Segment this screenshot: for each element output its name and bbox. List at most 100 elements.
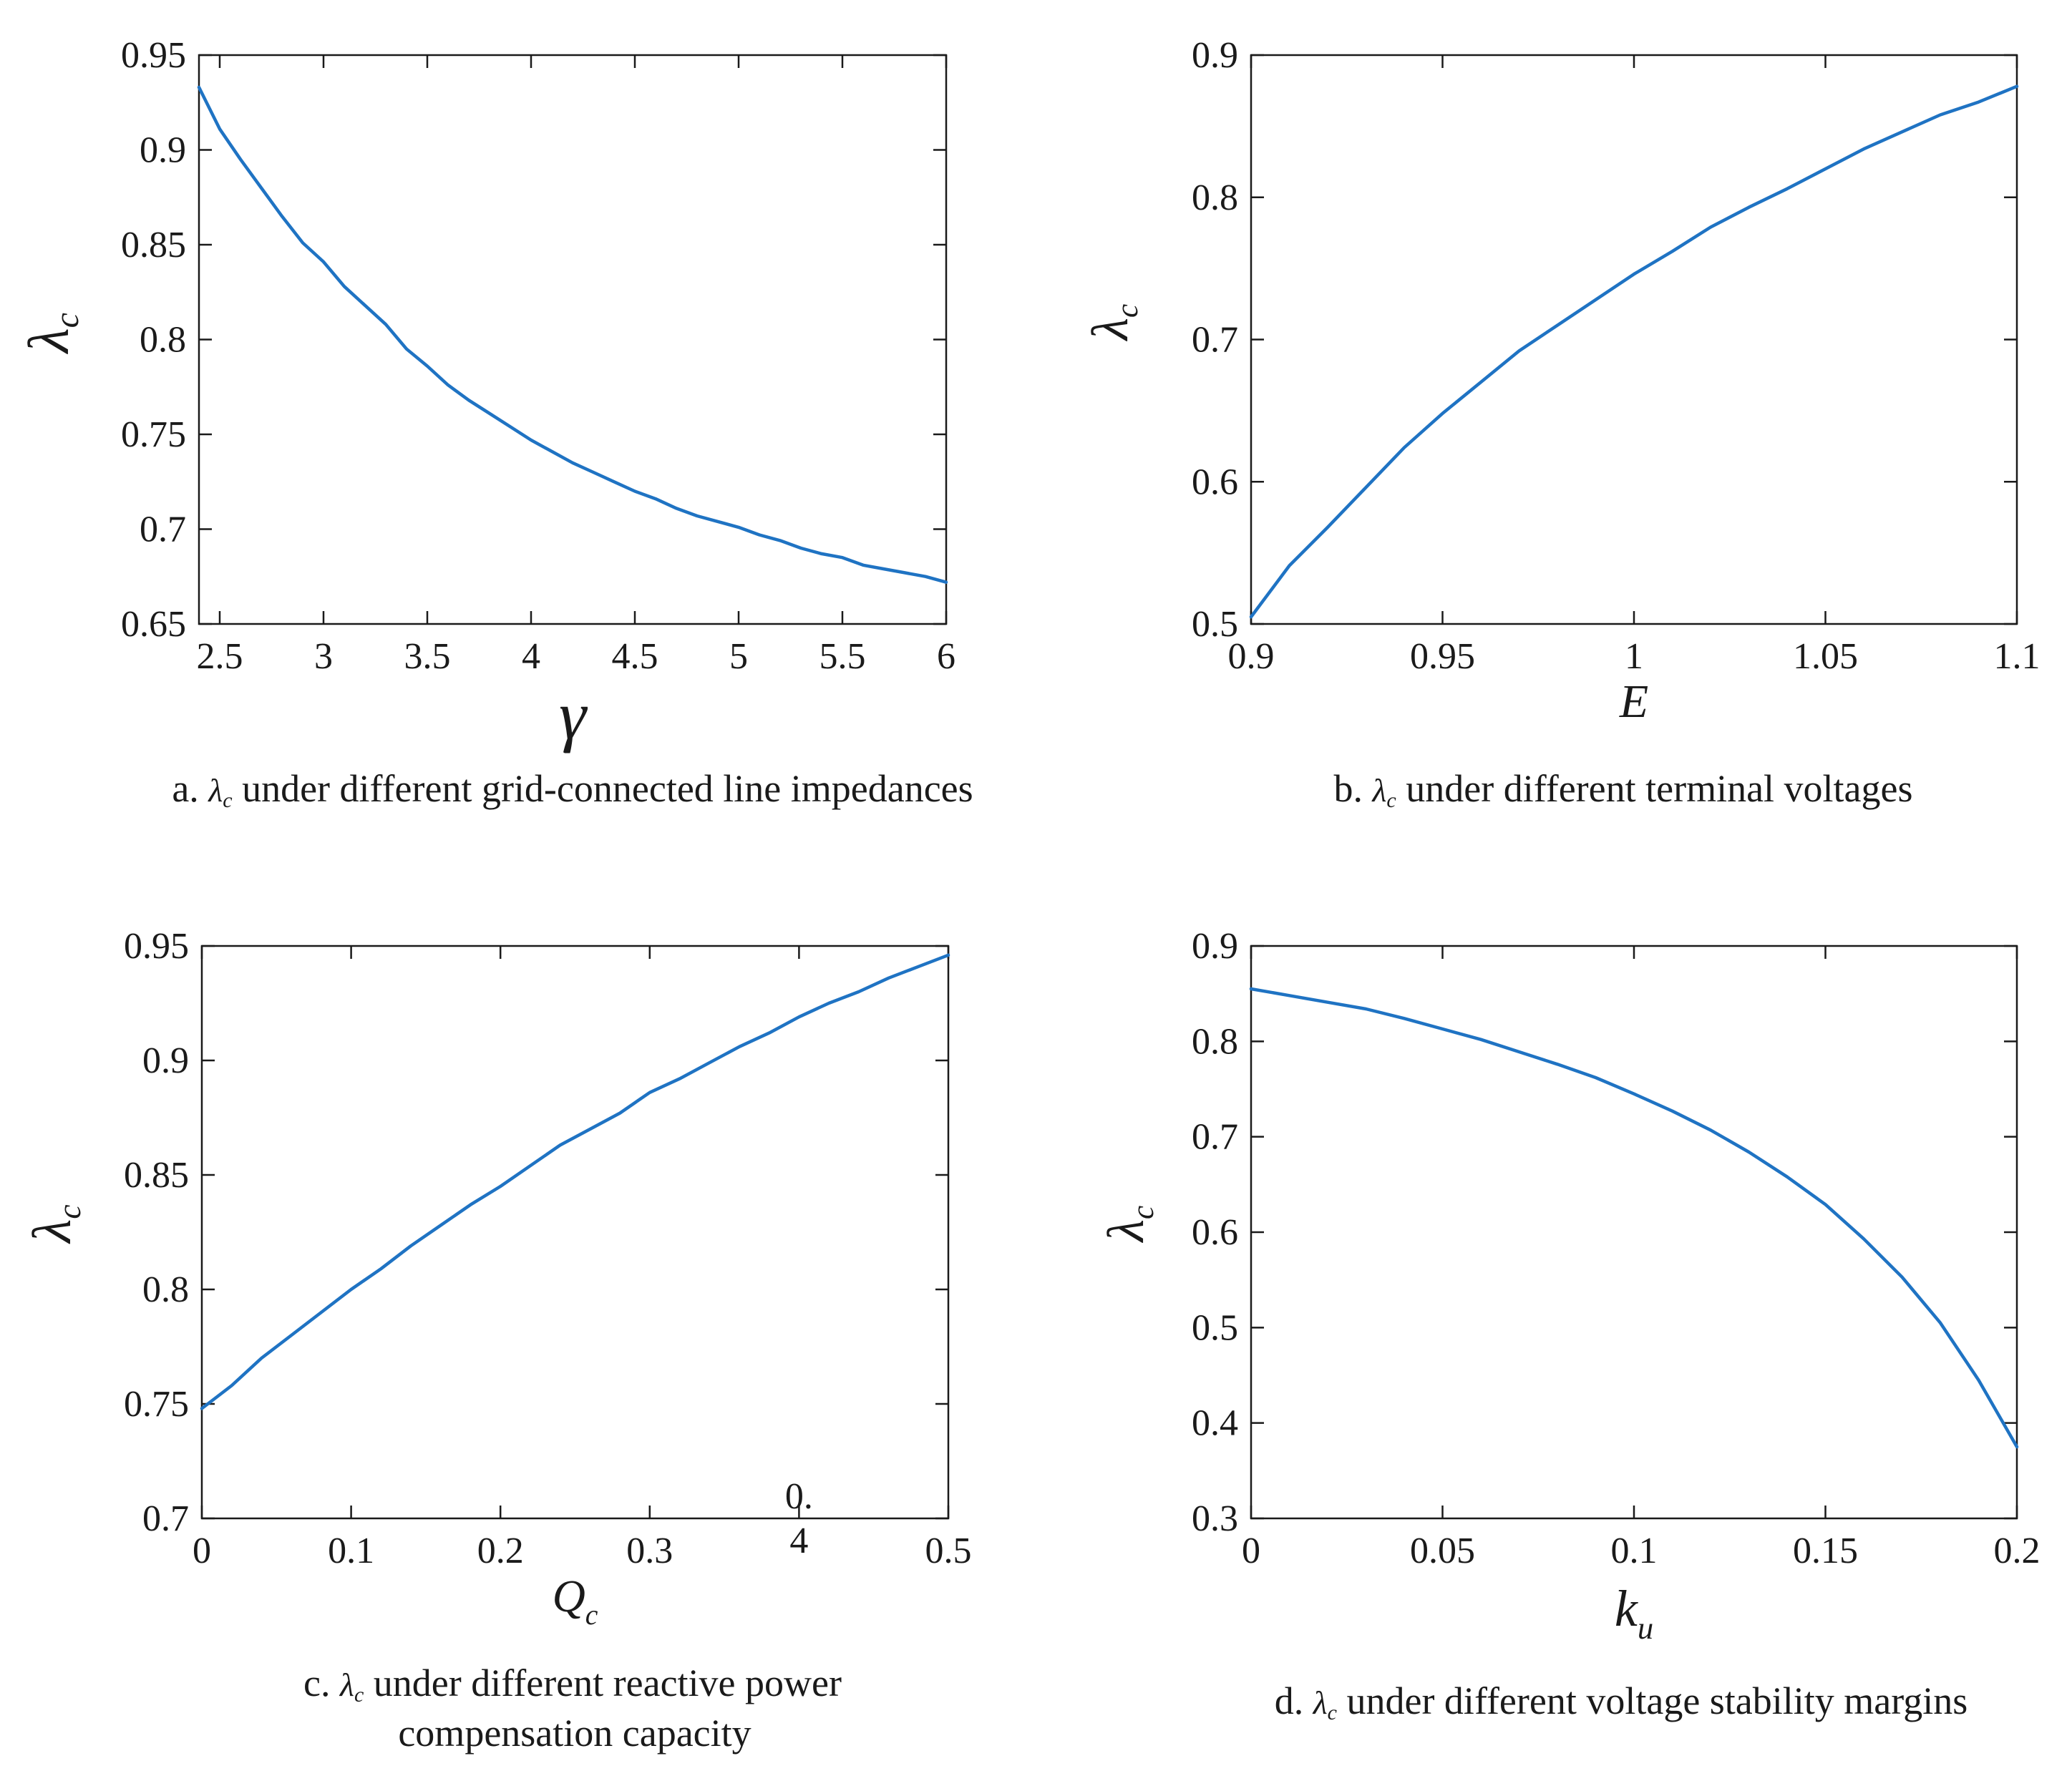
caption-text: under different voltage stability margin… (1337, 1679, 1968, 1722)
caption-prefix: a. (172, 767, 208, 810)
y-tick-label: 0.8 (140, 320, 186, 361)
y-tick-label: 0.7 (1192, 1117, 1238, 1158)
y-tick-label: 0.3 (1192, 1498, 1238, 1539)
x-tick-label: 0.2 (1994, 1531, 2041, 1571)
x-axis-title: Qc (553, 1571, 598, 1631)
caption-symbol: λ (1312, 1684, 1328, 1721)
axes-frame (1250, 54, 2018, 625)
caption-prefix: b. (1333, 767, 1372, 810)
x-tick-label: 0.1 (328, 1531, 374, 1571)
x-tick-label: 1.05 (1793, 636, 1858, 677)
x-tick-label: 0 (1242, 1531, 1260, 1571)
x-tick-label: 0.2 (477, 1531, 524, 1571)
caption-symbol-sub: c (1328, 1701, 1337, 1724)
y-tick-label: 0.75 (121, 414, 186, 455)
series-line (197, 85, 948, 584)
y-tick-label: 0.85 (121, 225, 186, 265)
x-tick-label: 3 (314, 636, 333, 677)
x-axis-title-main: k (1615, 1580, 1639, 1637)
y-axis-title: λc (18, 313, 86, 354)
x-tick-label: 0.95 (1410, 636, 1475, 677)
caption-text: under different reactive power (364, 1662, 842, 1704)
y-tick-label: 0.5 (1192, 604, 1238, 645)
y-tick-label: 0.9 (142, 1040, 189, 1081)
y-tick-label: 0.9 (1192, 926, 1238, 967)
y-tick-label: 0.5 (1192, 1307, 1238, 1348)
x-tick-label-line: 4 (789, 1521, 808, 1561)
panel-a: 0.65 0.7 0.75 0.8 0.85 0.9 0.95 2.5 3 3.5 4 4.5 5 5.5… (18, 35, 973, 812)
caption-symbol: λ (1371, 772, 1386, 809)
y-tick-label: 0.6 (1192, 1212, 1238, 1253)
panel-c: 0.70.750.80.850.90.950 0.1 0.2 0.30. 4 0.5Qcλ… (22, 926, 972, 1755)
y-tick-label: 0.7 (142, 1498, 189, 1539)
x-axis-title: ku (1615, 1580, 1653, 1646)
x-tick-label: 5.5 (819, 636, 866, 677)
y-axis-title-main: λ (18, 328, 81, 354)
y-tick-label: 0.8 (142, 1269, 189, 1310)
caption-text: under different terminal voltages (1396, 767, 1913, 810)
y-axis-title-main: λ (1081, 318, 1139, 341)
caption-symbol-sub: c (223, 789, 232, 812)
panel-d: 0.30.40.50.60.70.80.90 0.05 0.1 0.15 0.2kuλc… (1097, 926, 2041, 1724)
x-tick-label: 0.3 (626, 1531, 673, 1571)
y-tick-label: 0.95 (124, 926, 189, 967)
series-line (200, 953, 950, 1410)
y-tick-label: 0.85 (124, 1155, 189, 1196)
y-tick-label: 0.7 (1192, 320, 1238, 361)
y-tick-label: 0.9 (1192, 35, 1238, 76)
axes-frame (198, 54, 948, 625)
x-tick-label: 4 (522, 636, 540, 677)
panel-caption-line2: compensation capacity (398, 1712, 751, 1755)
y-tick-label: 0.9 (140, 130, 186, 171)
caption-prefix: c. (303, 1662, 340, 1704)
series-line (1249, 84, 2019, 619)
y-axis-title-sub: c (1111, 304, 1144, 318)
x-tick-label: 0.05 (1410, 1531, 1475, 1571)
caption-prefix: d. (1275, 1679, 1313, 1722)
y-axis-title-sub: c (51, 1204, 87, 1219)
y-tick-label: 0.4 (1192, 1403, 1238, 1444)
x-tick-label: 0.1 (1611, 1531, 1658, 1571)
x-tick-label: 1.1 (1994, 636, 2041, 677)
x-tick-label: 0. 4 (785, 1476, 813, 1561)
y-tick-label: 0.65 (121, 604, 186, 645)
axes-frame (1250, 945, 2018, 1520)
x-axis-title-sub: c (585, 1599, 598, 1631)
y-axis-title: λc (1097, 1206, 1160, 1243)
x-tick-label: 2.5 (197, 636, 243, 677)
panel-caption: c. λc under different reactive power (303, 1662, 842, 1707)
caption-symbol-sub: c (354, 1683, 364, 1707)
x-tick-label: 5 (729, 636, 748, 677)
caption-text: under different grid-connected line impe… (233, 767, 973, 810)
x-tick-label-line: 0. (785, 1476, 813, 1517)
x-axis-title: γ (559, 677, 588, 753)
caption-symbol-sub: c (1386, 789, 1396, 812)
y-tick-label: 0.8 (1192, 1021, 1238, 1062)
x-axis-title-main: Q (553, 1571, 585, 1621)
y-tick-label: 0.75 (124, 1384, 189, 1425)
y-axis-title-main: λ (22, 1219, 82, 1244)
caption-symbol: λ (339, 1667, 354, 1703)
y-axis-title: λc (22, 1204, 87, 1244)
y-axis-title-sub: c (48, 313, 86, 328)
axes-frame (200, 945, 950, 1520)
y-tick-label: 0.95 (121, 35, 186, 76)
panel-caption: d. λc under different voltage stability … (1275, 1679, 1968, 1724)
panel-caption: a. λc under different grid-connected lin… (172, 767, 973, 812)
y-tick-label: 0.6 (1192, 462, 1238, 502)
caption-symbol: λ (207, 772, 223, 809)
x-tick-label: 0.5 (925, 1531, 972, 1571)
y-axis-title: λc (1081, 304, 1144, 341)
series-line (1249, 987, 2019, 1449)
y-axis-title-main: λ (1097, 1219, 1154, 1243)
x-axis-title-sub: u (1638, 1610, 1653, 1646)
y-tick-label: 0.8 (1192, 177, 1238, 218)
x-tick-label: 1 (1625, 636, 1643, 677)
panel-caption: b. λc under different terminal voltages (1333, 767, 1912, 812)
y-tick-label: 0.7 (140, 509, 186, 550)
x-tick-label: 6 (937, 636, 955, 677)
y-axis-title-sub: c (1127, 1206, 1160, 1219)
x-tick-label: 0 (193, 1531, 211, 1571)
